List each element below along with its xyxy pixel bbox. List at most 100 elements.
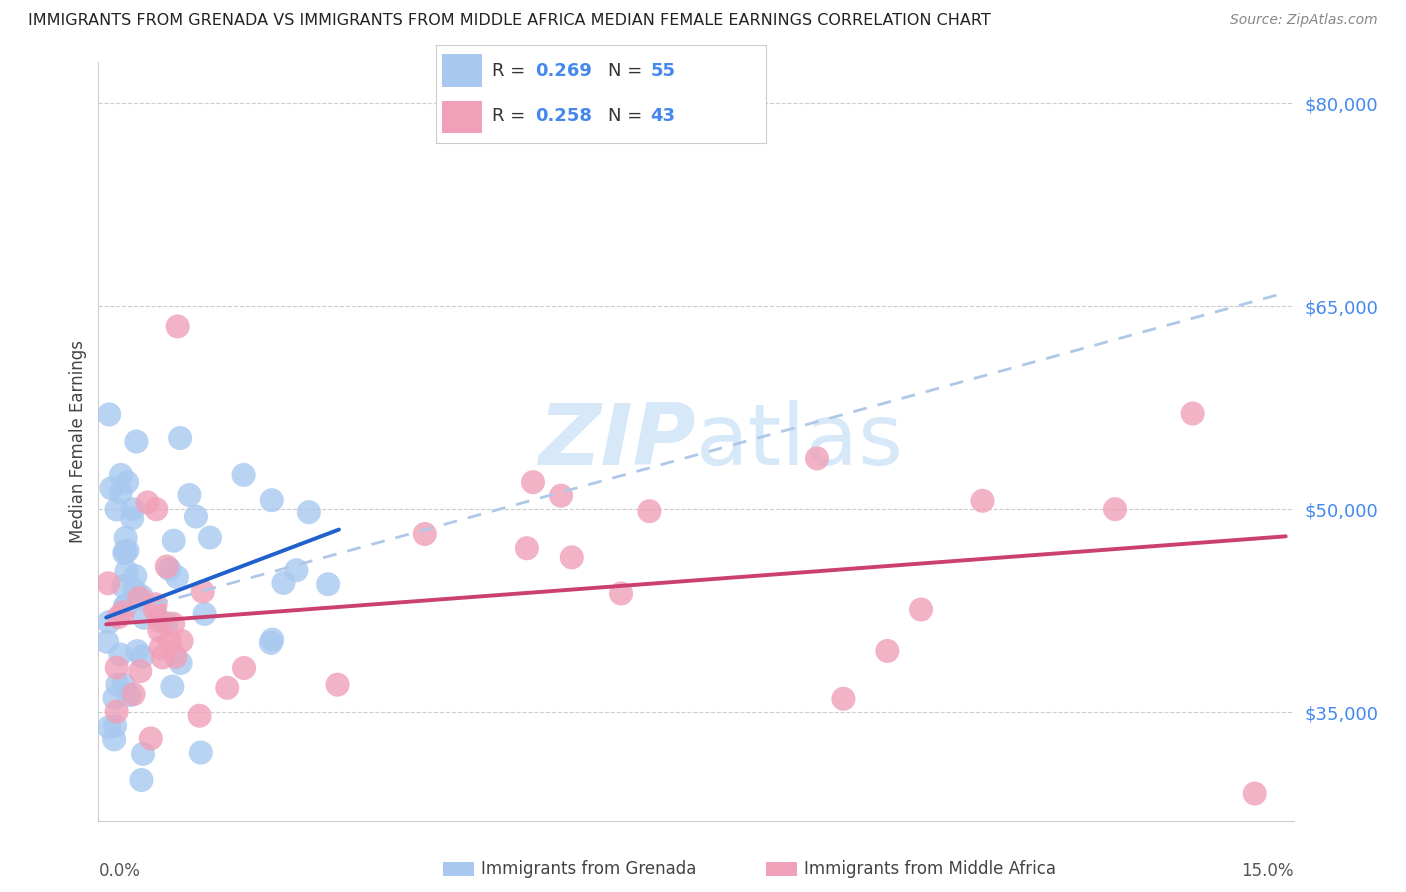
Point [232, 467, 254, 482]
Point [166, 319, 188, 334]
Point [115, 475, 138, 490]
Point [118, 688, 141, 702]
Point [114, 531, 136, 545]
Point [217, 681, 239, 695]
Point [190, 746, 212, 760]
Point [198, 531, 221, 545]
Point [298, 505, 321, 519]
Point [145, 597, 167, 611]
Point [110, 648, 132, 662]
Point [122, 687, 145, 701]
Point [162, 680, 184, 694]
Point [1104, 502, 1126, 516]
Text: R =: R = [492, 107, 531, 125]
Point [260, 636, 283, 650]
Point [121, 511, 143, 525]
Point [105, 502, 128, 516]
Point [179, 488, 201, 502]
Point [610, 586, 633, 600]
Point [98, 720, 121, 734]
Point [184, 509, 207, 524]
Point [157, 562, 180, 576]
Point [127, 644, 149, 658]
Point [149, 640, 172, 655]
Point [96, 635, 118, 649]
Point [550, 489, 572, 503]
Bar [443, 101, 482, 133]
Point [134, 611, 156, 625]
Point [132, 747, 155, 761]
Point [128, 591, 150, 606]
Point [273, 576, 295, 591]
Point [285, 563, 308, 577]
Point [262, 632, 284, 647]
Text: IMMIGRANTS FROM GRENADA VS IMMIGRANTS FROM MIDDLE AFRICA MEDIAN FEMALE EARNINGS : IMMIGRANTS FROM GRENADA VS IMMIGRANTS FR… [28, 13, 991, 29]
Point [112, 677, 135, 691]
Point [125, 434, 148, 449]
Point [110, 485, 132, 500]
Point [115, 564, 138, 578]
Point [124, 569, 146, 583]
Point [169, 656, 191, 670]
Point [139, 731, 162, 746]
Point [112, 605, 135, 619]
Point [117, 543, 139, 558]
Point [1243, 787, 1265, 801]
Point [522, 475, 544, 490]
Point [162, 616, 184, 631]
Point [129, 664, 152, 678]
Point [561, 550, 583, 565]
Text: 43: 43 [651, 107, 676, 125]
Point [105, 677, 128, 691]
Point [114, 599, 136, 614]
Text: 55: 55 [651, 62, 676, 79]
Text: atlas: atlas [696, 400, 904, 483]
Text: 0.269: 0.269 [534, 62, 592, 79]
Point [145, 502, 167, 516]
Point [131, 589, 153, 603]
Text: N =: N = [607, 62, 648, 79]
Point [832, 691, 855, 706]
Point [1181, 407, 1204, 421]
Text: N =: N = [607, 107, 648, 125]
Text: R =: R = [492, 62, 531, 79]
Point [121, 502, 143, 516]
Point [516, 541, 538, 556]
Point [136, 495, 159, 509]
Point [170, 634, 193, 648]
Point [165, 649, 187, 664]
Point [188, 708, 211, 723]
Point [413, 527, 436, 541]
Point [972, 493, 994, 508]
Text: 0.0%: 0.0% [98, 863, 141, 880]
Point [112, 579, 135, 593]
Text: Immigrants from Middle Africa: Immigrants from Middle Africa [804, 860, 1056, 878]
Point [260, 493, 283, 508]
Point [876, 644, 898, 658]
Point [105, 705, 128, 719]
Text: Source: ZipAtlas.com: Source: ZipAtlas.com [1230, 13, 1378, 28]
Point [155, 615, 177, 630]
Point [103, 690, 125, 705]
Point [104, 719, 127, 733]
Point [98, 408, 121, 422]
Text: ZIP: ZIP [538, 400, 696, 483]
Point [166, 570, 188, 584]
Point [122, 582, 145, 597]
Y-axis label: Median Female Earnings: Median Female Earnings [69, 340, 87, 543]
Point [191, 584, 214, 599]
Point [110, 467, 132, 482]
Point [148, 614, 170, 628]
Point [114, 544, 136, 558]
Point [103, 732, 125, 747]
Point [233, 661, 256, 675]
Bar [443, 54, 482, 87]
Text: 15.0%: 15.0% [1241, 863, 1294, 880]
Point [107, 610, 129, 624]
Point [194, 607, 217, 621]
Point [114, 599, 136, 613]
Point [316, 577, 339, 591]
Point [131, 772, 153, 787]
Point [169, 431, 191, 445]
Point [638, 504, 661, 518]
